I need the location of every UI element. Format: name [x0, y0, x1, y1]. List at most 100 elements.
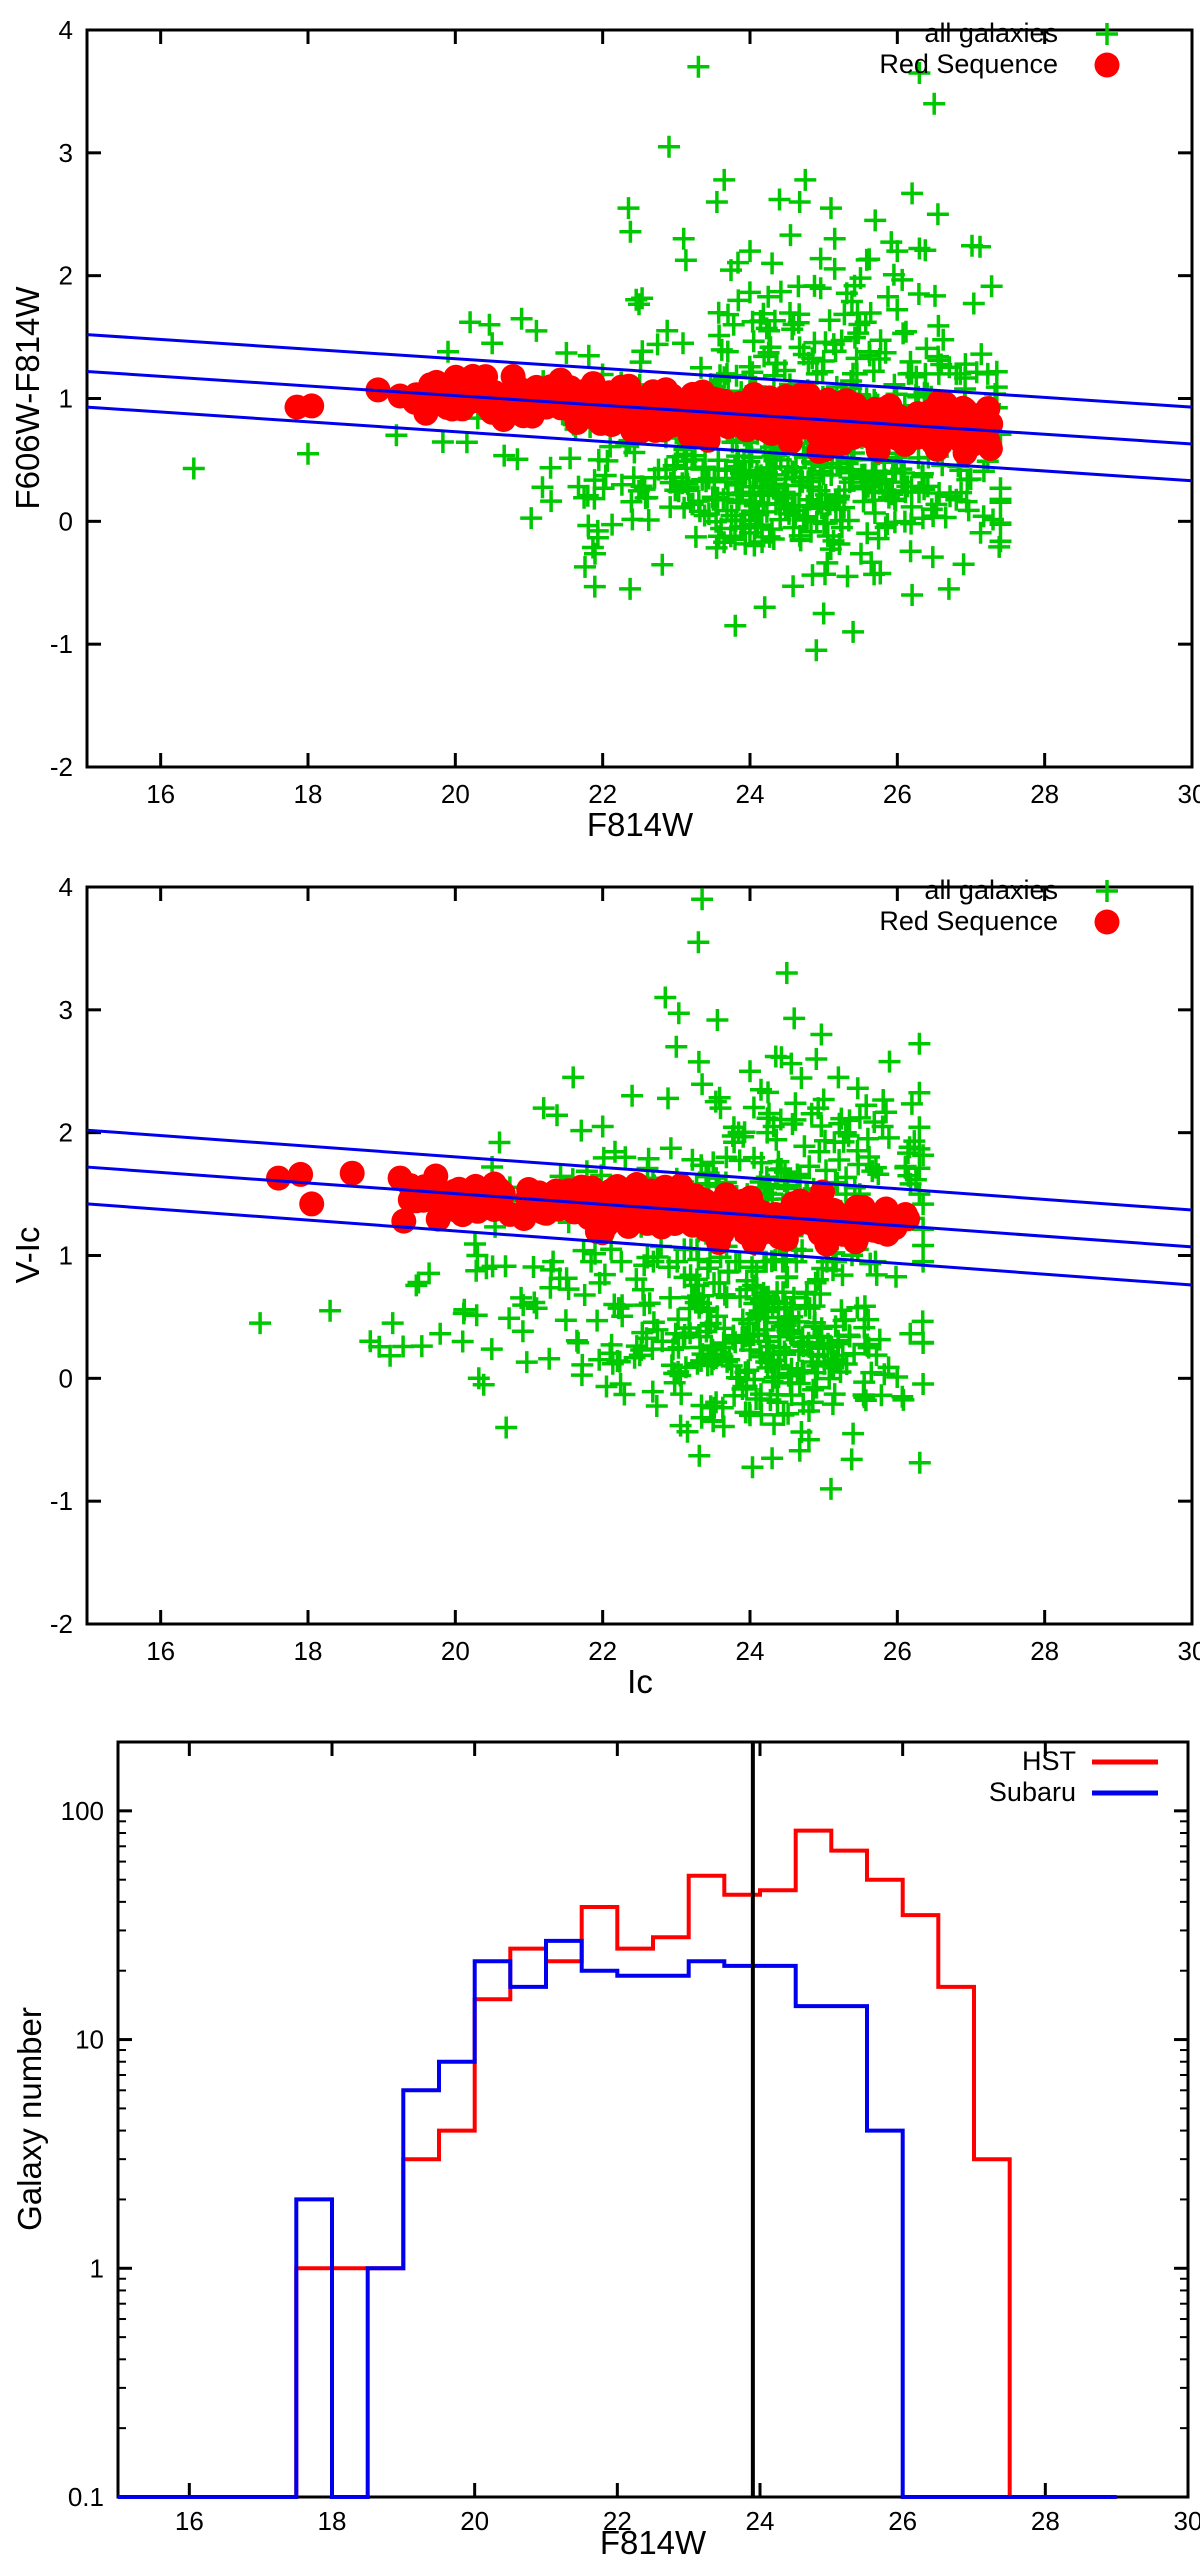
legend-item: all galaxies	[879, 875, 1142, 906]
x-tick-label: 22	[588, 779, 617, 809]
plus-marker-icon	[1072, 876, 1142, 906]
legend-label: all galaxies	[924, 18, 1058, 48]
red-sequence-point	[266, 1165, 291, 1191]
red-sequence-point	[488, 389, 514, 415]
legend-item: Subaru	[989, 1777, 1160, 1808]
plus-marker-icon	[1072, 19, 1142, 49]
y-tick-label: 0	[59, 506, 73, 536]
x-tick-label: 18	[318, 2506, 347, 2536]
x-tick-label: 30	[1178, 779, 1200, 809]
x-tick-label: 28	[1030, 779, 1059, 809]
panel1-y-axis-label: F606W-F814W	[9, 286, 46, 510]
x-tick-label: 16	[175, 2506, 204, 2536]
red-sequence-point	[588, 410, 614, 436]
x-tick-label: 22	[603, 2506, 632, 2536]
red-sequence-point	[609, 1201, 635, 1227]
line-marker-icon	[1090, 1788, 1160, 1798]
red-sequence-fit-line	[86, 369, 1193, 446]
x-tick-label: 20	[441, 1636, 470, 1666]
red-sequence-point	[695, 427, 721, 453]
x-tick-label: 24	[736, 1636, 765, 1666]
x-tick-label: 20	[460, 2506, 489, 2536]
legend-label: all galaxies	[924, 875, 1058, 905]
y-tick-label: -1	[50, 629, 73, 659]
red-sequence-point	[638, 1178, 664, 1204]
x-tick-label: 28	[1031, 2506, 1060, 2536]
red-sequence-point	[730, 405, 756, 431]
all-galaxies-points	[182, 55, 1012, 662]
hst-histogram	[118, 1828, 1117, 2499]
panel3-x-axis-label: F814W	[599, 2524, 707, 2561]
panel3-y-axis-label: Galaxy number	[11, 2007, 48, 2231]
red-sequence-point	[693, 1216, 719, 1242]
red-sequence-point	[757, 418, 782, 444]
red-sequence-point	[609, 374, 635, 400]
legend-item: HST	[989, 1746, 1160, 1777]
panel1-x-axis-label: F814W	[586, 806, 694, 843]
subaru-histogram	[118, 1938, 1117, 2499]
red-sequence-point	[403, 382, 429, 408]
y-tick-label: -2	[50, 752, 73, 782]
legend-item: Red Sequence	[879, 906, 1142, 937]
x-tick-label: 26	[883, 779, 912, 809]
y-tick-label: 1	[90, 2253, 104, 2283]
red-sequence-point	[663, 1187, 689, 1213]
red-sequence-point	[646, 407, 671, 433]
panel1-legend: all galaxies Red Sequence	[879, 18, 1142, 80]
y-tick-label: 2	[59, 1118, 73, 1148]
legend-label: Red Sequence	[879, 49, 1058, 79]
x-tick-label: 24	[736, 779, 765, 809]
y-tick-label: 4	[59, 872, 73, 902]
circle-marker-icon	[1072, 50, 1142, 80]
y-tick-label: 0	[59, 1363, 73, 1393]
x-tick-label: 18	[294, 779, 323, 809]
line-marker-icon	[1090, 1757, 1160, 1767]
red-sequence-point	[924, 436, 950, 462]
x-tick-label: 16	[146, 1636, 175, 1666]
red-sequence-point	[533, 394, 559, 420]
red-sequence-point	[410, 1187, 436, 1213]
red-sequence-point	[896, 407, 922, 433]
red-sequence-point	[543, 1178, 569, 1204]
legend-label: Subaru	[988, 1777, 1076, 1807]
x-tick-label: 30	[1174, 2506, 1200, 2536]
red-sequence-point	[470, 366, 496, 392]
red-sequence-point	[425, 1206, 451, 1232]
red-sequence-point	[892, 431, 918, 457]
x-tick-label: 26	[883, 1636, 912, 1666]
red-sequence-point	[299, 393, 325, 419]
red-sequence-point	[511, 1206, 537, 1231]
x-tick-label: 28	[1030, 1636, 1059, 1666]
legend-label: Red Sequence	[879, 906, 1058, 936]
y-tick-label: 100	[61, 1796, 104, 1826]
x-tick-label: 30	[1178, 1636, 1200, 1666]
legend-item: Red Sequence	[879, 49, 1142, 80]
y-tick-label: 4	[59, 15, 73, 45]
red-sequence-point	[584, 1219, 610, 1245]
red-sequence-point	[423, 1163, 449, 1189]
red-sequence-point	[472, 1188, 498, 1214]
plot-border	[116, 1740, 1190, 2499]
x-tick-label: 22	[588, 1636, 617, 1666]
red-sequence-point	[733, 1220, 759, 1246]
y-tick-label: 2	[59, 261, 73, 291]
red-sequence-point	[687, 396, 713, 422]
red-sequence-fit-line	[86, 1128, 1193, 1212]
panel3-legend: HST Subaru	[989, 1746, 1160, 1808]
x-tick-label: 20	[441, 779, 470, 809]
circle-marker-icon	[1072, 907, 1142, 937]
red-sequence-point	[865, 437, 891, 463]
x-tick-label: 26	[888, 2506, 917, 2536]
y-tick-label: 1	[59, 384, 73, 414]
y-tick-label: 3	[59, 138, 73, 168]
red-sequence-point	[797, 1203, 823, 1229]
red-sequence-fit-line	[86, 1202, 1193, 1287]
legend-item: all galaxies	[879, 18, 1142, 49]
plot-border	[85, 885, 1194, 1626]
red-sequence-fit-line	[86, 1165, 1193, 1249]
x-tick-label: 16	[146, 779, 175, 809]
red-sequence-point	[640, 379, 666, 405]
red-sequence-point	[826, 1206, 852, 1232]
